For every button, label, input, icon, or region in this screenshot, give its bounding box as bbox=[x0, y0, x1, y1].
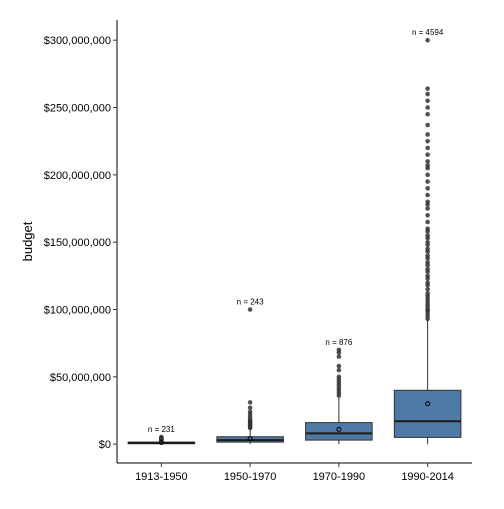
y-tick-label: $0 bbox=[99, 439, 111, 451]
outlier-point bbox=[425, 192, 430, 198]
outlier-point bbox=[425, 122, 430, 128]
outlier-point bbox=[336, 354, 342, 359]
outlier-point bbox=[425, 206, 430, 211]
outlier-point bbox=[336, 367, 342, 373]
outlier-point bbox=[425, 219, 430, 225]
outlier-point bbox=[247, 307, 253, 312]
count-label: n = 876 bbox=[325, 338, 352, 347]
outlier-point bbox=[425, 86, 430, 91]
count-label: n = 4594 bbox=[412, 28, 444, 37]
outlier-point bbox=[425, 246, 430, 252]
y-axis-label: budget bbox=[20, 221, 35, 261]
outlier-point bbox=[425, 186, 430, 191]
count-label: n = 231 bbox=[148, 425, 175, 434]
outlier-point bbox=[425, 37, 430, 43]
mean-marker bbox=[247, 436, 253, 442]
box-group: n = 231 bbox=[127, 425, 196, 446]
outlier-point bbox=[425, 253, 430, 258]
outlier-point bbox=[247, 405, 253, 411]
outlier-point bbox=[425, 212, 430, 218]
outlier-point bbox=[425, 145, 430, 151]
outlier-point bbox=[425, 105, 430, 110]
box-group: n = 876 bbox=[305, 338, 373, 445]
axes-layer: $0 $50,000,000 $100,000,000 $150,000,000 $20… bbox=[44, 20, 472, 483]
outlier-point bbox=[425, 273, 430, 279]
outlier-point bbox=[425, 132, 430, 137]
outlier-point bbox=[425, 280, 430, 285]
outlier-point bbox=[425, 199, 430, 205]
y-tick-label: $100,000,000 bbox=[44, 304, 111, 316]
box-iqr bbox=[393, 389, 462, 438]
outlier-point bbox=[247, 409, 253, 415]
outlier-point bbox=[159, 434, 164, 440]
box-group: n = 243 bbox=[216, 297, 284, 445]
outlier-point bbox=[425, 291, 430, 296]
y-tick-label: $50,000,000 bbox=[50, 372, 111, 384]
outlier-point bbox=[425, 159, 430, 164]
count-label: n = 243 bbox=[237, 297, 264, 306]
outlier-point bbox=[336, 363, 342, 369]
outlier-point bbox=[425, 233, 430, 238]
boxes-layer: n = 231 n = 243 n = 876 n = 4594 bbox=[127, 28, 462, 446]
outlier-point bbox=[425, 226, 430, 232]
outlier-point bbox=[425, 91, 430, 97]
box-group: n = 4594 bbox=[393, 28, 462, 445]
x-tick-label: 1913-1950 bbox=[135, 471, 188, 483]
outlier-point bbox=[425, 111, 430, 117]
outlier-point bbox=[247, 400, 253, 405]
x-tick-label: 1970-1990 bbox=[313, 471, 366, 483]
outlier-point bbox=[425, 138, 430, 144]
y-tick-label: $200,000,000 bbox=[44, 170, 111, 182]
y-tick-label: $300,000,000 bbox=[44, 35, 111, 47]
y-tick-label: $150,000,000 bbox=[44, 237, 111, 249]
mean-marker bbox=[158, 440, 164, 446]
outlier-point bbox=[425, 98, 430, 104]
outlier-point bbox=[425, 260, 430, 265]
outlier-point bbox=[425, 266, 430, 272]
outlier-point bbox=[425, 287, 430, 292]
outlier-point bbox=[425, 172, 430, 178]
outlier-point bbox=[425, 239, 430, 245]
mean-marker bbox=[425, 401, 431, 407]
y-tick-label: $250,000,000 bbox=[44, 103, 111, 115]
x-tick-label: 1990-2014 bbox=[401, 471, 454, 483]
outlier-point bbox=[336, 347, 342, 353]
outlier-point bbox=[336, 374, 342, 380]
x-tick-label: 1950-1970 bbox=[224, 471, 277, 483]
mean-marker bbox=[336, 426, 342, 432]
outlier-point bbox=[425, 179, 430, 184]
outlier-point bbox=[425, 152, 430, 157]
outlier-point bbox=[425, 163, 430, 168]
